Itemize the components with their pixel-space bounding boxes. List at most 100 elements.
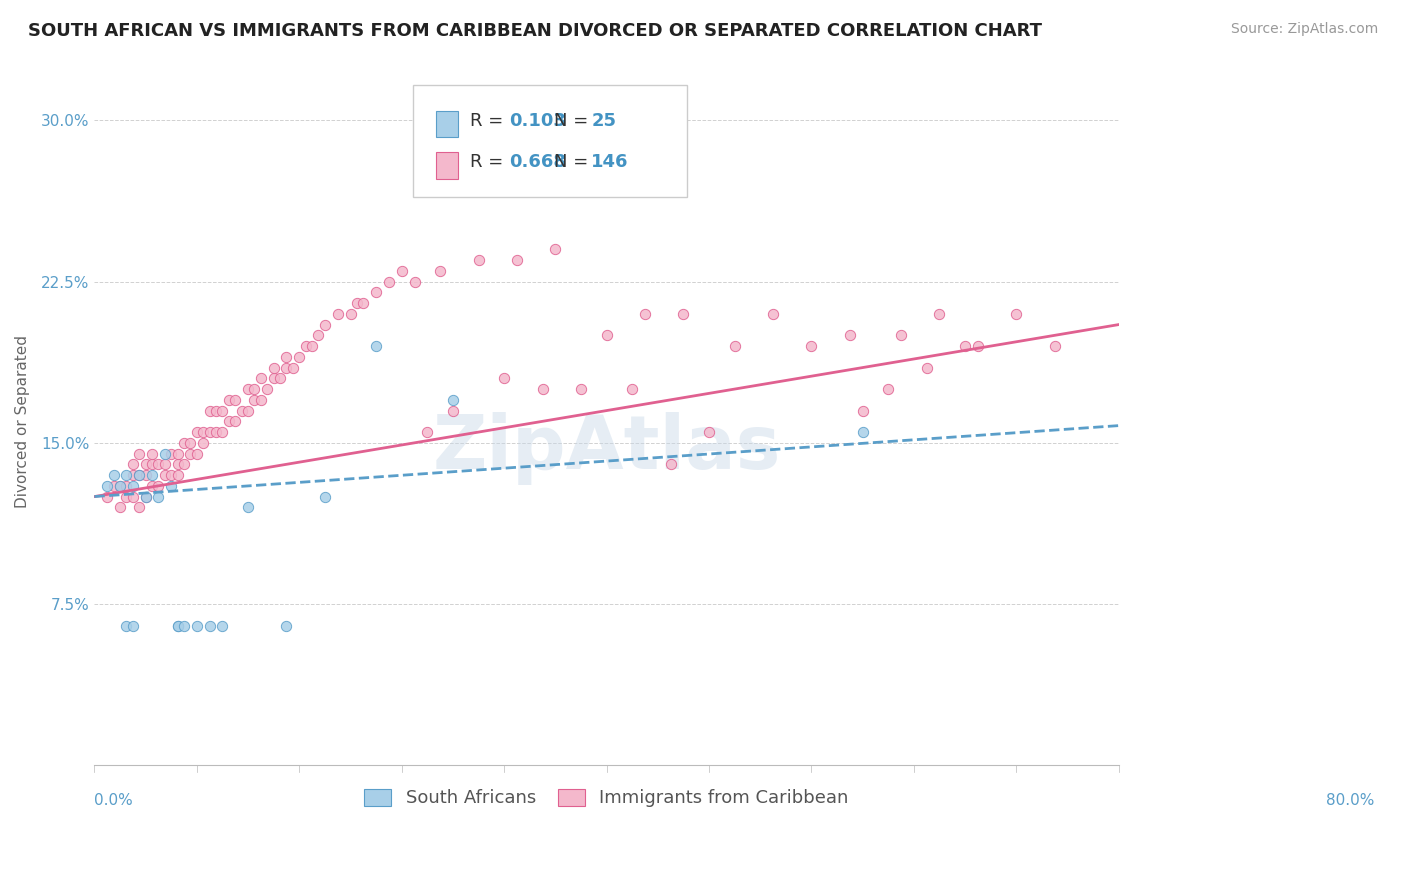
Point [148, 479, 170, 493]
Point [339, 307, 361, 321]
Point [697, 425, 720, 439]
Point [166, 618, 188, 632]
Point [173, 435, 195, 450]
Point [851, 403, 873, 417]
FancyBboxPatch shape [413, 85, 688, 197]
Point [314, 490, 336, 504]
Point [96, 490, 118, 504]
Point [569, 382, 592, 396]
Point [595, 328, 617, 343]
Point [122, 490, 145, 504]
Point [346, 296, 368, 310]
Point [953, 339, 976, 353]
Point [467, 253, 489, 268]
Point [148, 458, 170, 472]
Point [166, 468, 188, 483]
Point [128, 446, 150, 460]
Point [211, 403, 233, 417]
Point [352, 296, 374, 310]
Point [966, 339, 988, 353]
Point [915, 360, 938, 375]
Point [179, 435, 201, 450]
Point [263, 371, 285, 385]
Point [211, 425, 233, 439]
Point [186, 425, 208, 439]
Point [166, 458, 188, 472]
Point [108, 500, 131, 515]
Point [404, 275, 426, 289]
Point [877, 382, 900, 396]
Point [308, 328, 330, 343]
Point [160, 468, 183, 483]
Point [544, 243, 567, 257]
Point [122, 458, 145, 472]
Point [364, 285, 387, 300]
Point [135, 490, 157, 504]
Point [416, 425, 439, 439]
FancyBboxPatch shape [436, 153, 458, 178]
Point [294, 339, 316, 353]
Point [672, 307, 695, 321]
Point [166, 446, 188, 460]
Point [141, 468, 163, 483]
Point [103, 468, 125, 483]
Point [281, 360, 304, 375]
Point [723, 339, 745, 353]
Text: R =: R = [471, 153, 509, 171]
Y-axis label: Divorced or Separated: Divorced or Separated [15, 334, 30, 508]
Point [115, 490, 138, 504]
Point [122, 618, 145, 632]
Text: 25: 25 [591, 112, 616, 129]
Point [128, 468, 150, 483]
Point [288, 350, 311, 364]
Point [243, 382, 266, 396]
Point [103, 479, 125, 493]
FancyBboxPatch shape [436, 111, 458, 137]
Point [276, 350, 298, 364]
Text: 0.103: 0.103 [509, 112, 567, 129]
Text: SOUTH AFRICAN VS IMMIGRANTS FROM CARIBBEAN DIVORCED OR SEPARATED CORRELATION CHA: SOUTH AFRICAN VS IMMIGRANTS FROM CARIBBE… [28, 22, 1042, 40]
Text: N =: N = [554, 112, 595, 129]
Point [218, 414, 240, 428]
Point [218, 392, 240, 407]
Point [250, 392, 273, 407]
Point [378, 275, 401, 289]
Point [153, 446, 176, 460]
Point [141, 458, 163, 472]
Point [122, 479, 145, 493]
Point [115, 468, 138, 483]
Point [256, 382, 278, 396]
Point [276, 618, 298, 632]
Point [173, 618, 195, 632]
Point [153, 458, 176, 472]
Point [211, 618, 233, 632]
Point [621, 382, 644, 396]
Point [224, 414, 246, 428]
Point [429, 264, 451, 278]
Point [243, 392, 266, 407]
Text: ZipAtlas: ZipAtlas [432, 412, 780, 485]
Legend: South Africans, Immigrants from Caribbean: South Africans, Immigrants from Caribbea… [357, 781, 856, 814]
Point [193, 435, 215, 450]
Point [128, 468, 150, 483]
Point [276, 360, 298, 375]
Text: R =: R = [471, 112, 509, 129]
Point [634, 307, 657, 321]
Point [441, 403, 464, 417]
Point [838, 328, 860, 343]
Point [1043, 339, 1066, 353]
Point [115, 479, 138, 493]
Point [141, 479, 163, 493]
Point [231, 403, 253, 417]
Point [198, 403, 221, 417]
Text: 146: 146 [591, 153, 628, 171]
Point [301, 339, 323, 353]
Point [108, 479, 131, 493]
Point [236, 382, 259, 396]
Text: 0.0%: 0.0% [94, 793, 134, 808]
Point [198, 618, 221, 632]
Point [122, 468, 145, 483]
Point [269, 371, 291, 385]
Point [160, 479, 183, 493]
Point [148, 490, 170, 504]
